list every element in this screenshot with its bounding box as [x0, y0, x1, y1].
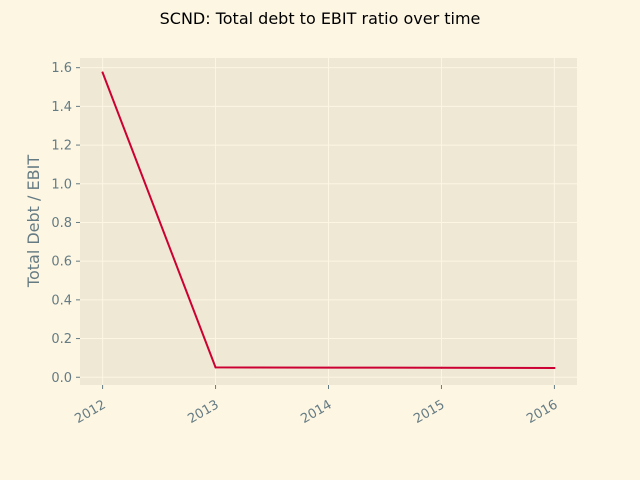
chart-title: SCND: Total debt to EBIT ratio over time [160, 9, 481, 28]
data-point [440, 366, 443, 369]
x-tick-label: 2012 [72, 397, 108, 427]
y-tick-label: 0.6 [51, 255, 72, 270]
data-point [553, 366, 556, 369]
y-tick-label: 1.0 [51, 177, 72, 192]
x-tick-label: 2014 [298, 397, 334, 427]
y-tick-label: 0.0 [51, 371, 72, 386]
grid-lines [80, 58, 577, 385]
x-tick-label: 2013 [185, 397, 221, 427]
y-tick-label: 0.2 [51, 332, 72, 347]
data-point [214, 366, 217, 369]
x-tick-label: 2016 [524, 397, 560, 427]
y-axis-label: Total Debt / EBIT [24, 155, 43, 288]
series-layer [101, 71, 556, 369]
y-tick-label: 1.2 [51, 139, 72, 154]
y-tick-label: 0.8 [51, 216, 72, 231]
y-tick-label: 1.4 [51, 100, 72, 115]
y-tick-label: 1.6 [51, 61, 72, 76]
data-point [327, 366, 330, 369]
data-point [101, 71, 104, 74]
x-tick-label: 2015 [411, 397, 447, 427]
y-tick-label: 0.4 [51, 293, 72, 308]
